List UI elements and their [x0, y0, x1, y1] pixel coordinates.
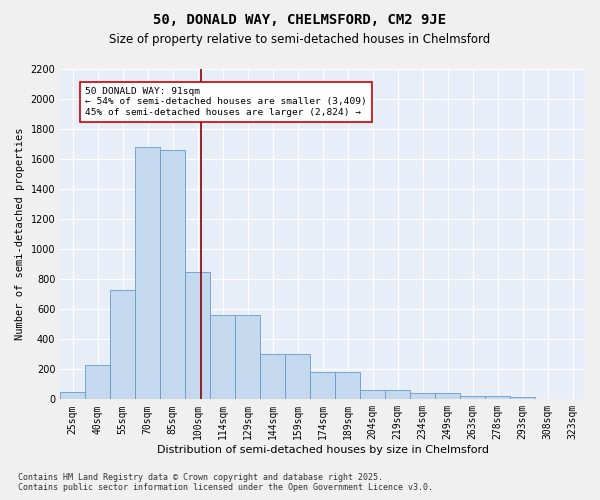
Bar — [135, 147, 160, 400]
Bar — [335, 372, 360, 400]
Bar — [410, 394, 435, 400]
Bar — [110, 290, 135, 400]
Bar — [560, 398, 585, 400]
Text: 50 DONALD WAY: 91sqm
← 54% of semi-detached houses are smaller (3,409)
45% of se: 50 DONALD WAY: 91sqm ← 54% of semi-detac… — [85, 87, 367, 117]
Text: 50, DONALD WAY, CHELMSFORD, CM2 9JE: 50, DONALD WAY, CHELMSFORD, CM2 9JE — [154, 12, 446, 26]
Bar — [510, 397, 535, 400]
Bar — [360, 390, 385, 400]
Bar — [210, 315, 235, 400]
Bar — [260, 354, 285, 400]
Y-axis label: Number of semi-detached properties: Number of semi-detached properties — [15, 128, 25, 340]
Bar — [285, 354, 310, 400]
X-axis label: Distribution of semi-detached houses by size in Chelmsford: Distribution of semi-detached houses by … — [157, 445, 488, 455]
Bar — [235, 315, 260, 400]
Bar — [460, 396, 485, 400]
Bar — [535, 398, 560, 400]
Bar — [185, 272, 210, 400]
Bar — [160, 150, 185, 400]
Text: Contains HM Land Registry data © Crown copyright and database right 2025.
Contai: Contains HM Land Registry data © Crown c… — [18, 473, 433, 492]
Text: Size of property relative to semi-detached houses in Chelmsford: Size of property relative to semi-detach… — [109, 32, 491, 46]
Bar — [485, 396, 510, 400]
Bar — [435, 394, 460, 400]
Bar — [310, 372, 335, 400]
Bar — [60, 392, 85, 400]
Bar — [85, 365, 110, 400]
Bar — [385, 390, 410, 400]
